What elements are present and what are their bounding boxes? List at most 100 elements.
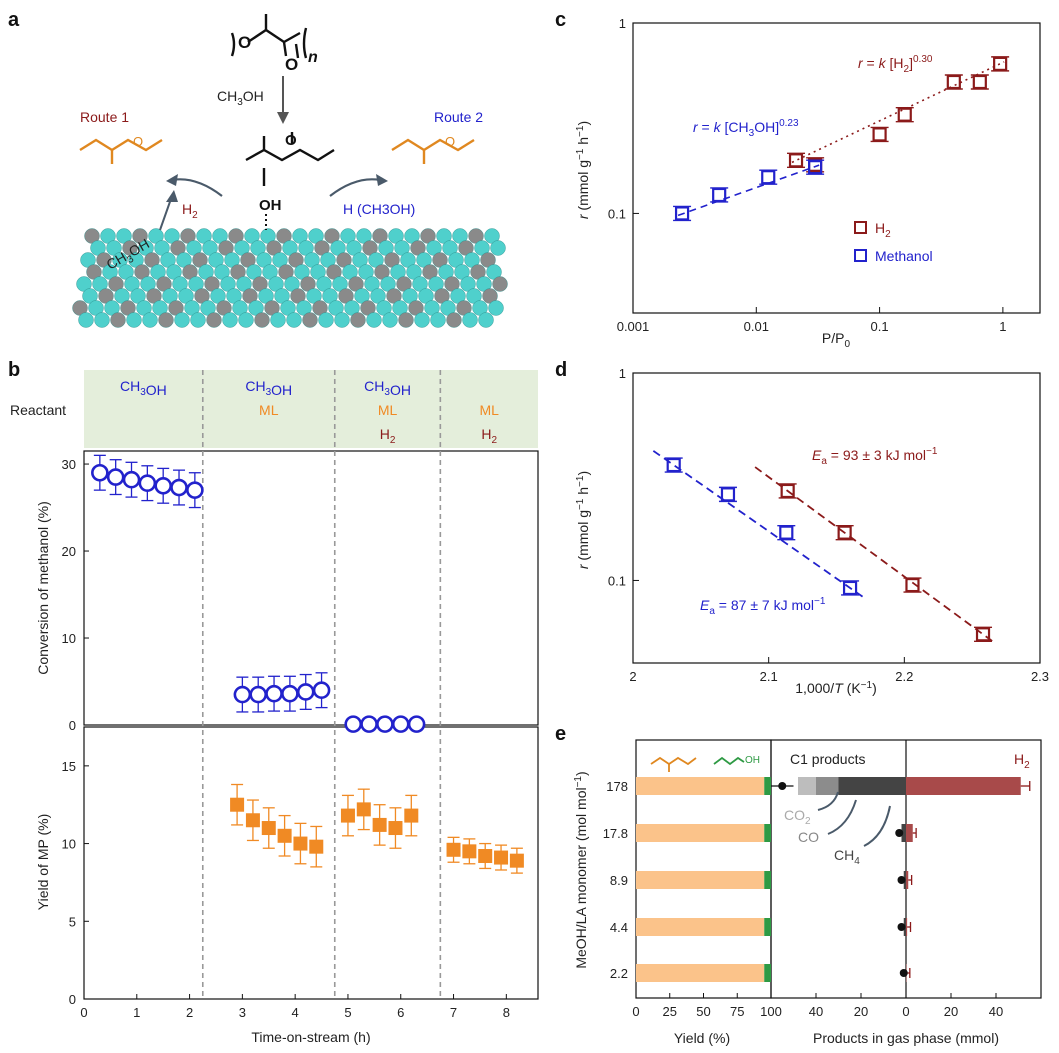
fit-line-h2 [754, 466, 994, 643]
x-tick-label: 75 [730, 1004, 744, 1019]
point-methanol [808, 160, 823, 175]
y-tick-label: 15 [62, 759, 76, 774]
reactant-segment-labels: CH3OH CH3OH ML CH3OH ML H2 ML H2 [120, 378, 499, 446]
c1-total-point [899, 969, 908, 977]
x-tick-label: 3 [239, 1005, 246, 1020]
yield-point [277, 828, 292, 843]
panel-c-plot: 0.001 0.01 0.1 1 0.1 1 [608, 16, 1010, 334]
conversion-axes-frame [83, 450, 539, 726]
point-methanol [761, 170, 776, 185]
methanol-fit-label: r = k [CH3OH]0.23 [693, 118, 799, 139]
conversion-point [407, 715, 426, 733]
point-methanol [842, 580, 858, 596]
route2-h-label: H (CH3OH) [343, 201, 415, 217]
methanolysis-arrowhead [277, 112, 289, 124]
point-h2 [872, 127, 887, 142]
methanol-reagent-label: CH3OH [217, 88, 264, 108]
reactant-header-band [84, 370, 538, 448]
point-h2 [946, 74, 961, 90]
conversion-point [376, 715, 394, 733]
panel-label-b: b [8, 359, 20, 381]
surface-atom [158, 312, 174, 328]
yield-point [509, 853, 524, 868]
x-tick-label: 20 [944, 1004, 958, 1019]
category-label: 4.4 [610, 920, 628, 935]
x-tick-label: 25 [663, 1004, 677, 1019]
conversion-point [312, 681, 331, 700]
x-tick-label: 50 [696, 1004, 710, 1019]
conversion-point [391, 715, 410, 733]
h2-fit-label: r = k [H2]0.30 [858, 54, 933, 75]
yield-point [309, 839, 324, 854]
yield-point [245, 813, 260, 828]
c1-products-label: C1 products [790, 751, 865, 767]
panel-d-y-label: r (mmol g−1 h−1) [575, 471, 591, 569]
x-tick-label: 100 [760, 1004, 782, 1019]
x-tick-label: 2.2 [895, 669, 913, 684]
x-tick-label: 6 [397, 1005, 404, 1020]
point-methanol [720, 487, 736, 502]
surface-atom [446, 312, 462, 328]
conversion-point [122, 470, 141, 489]
panel-c-axes-frame [632, 22, 1041, 314]
h2-products-label: H2 [1014, 751, 1030, 771]
panel-c-partial-pressure: 0.001 0.01 0.1 10.11 r (mmol g−1 h−1) P/P0 … [575, 16, 1041, 350]
x-tick-label: 1 [133, 1005, 140, 1020]
yield-point [494, 850, 509, 865]
ml-carbonyl-o: O [285, 132, 297, 149]
surface-atom [414, 312, 430, 328]
x-tick-label: 2.3 [1031, 669, 1049, 684]
point-h2 [837, 525, 852, 540]
panel-d-arrhenius: 2 2.1 2.2 2.3 0.1 1 r (mmol g−1 h−1) 1,000/T … [575, 366, 1049, 696]
propanol-yield-bar [764, 918, 771, 936]
point-h2 [788, 153, 804, 168]
c1-bar-ch4 [838, 777, 906, 795]
ch4-pointer-arrow [863, 805, 891, 847]
gas-x-label-e: Products in gas phase (mmol) [813, 1030, 999, 1046]
category-label: 178 [606, 779, 628, 794]
route1-h2-label: H2 [182, 201, 198, 221]
y-tick-label: 5 [69, 914, 76, 929]
propanol-yield-bar [764, 964, 771, 982]
yield-point [261, 821, 276, 836]
legend-methanol-label: Methanol [875, 248, 933, 264]
x-tick-label: 40 [809, 1004, 823, 1019]
h2-bar [906, 918, 908, 936]
conversion-y-label: Conversion of methanol (%) [35, 501, 51, 675]
panel-c-x-label: P/P0 [822, 330, 851, 350]
conversion-point [106, 468, 125, 486]
y-tick-label: 10 [62, 631, 76, 646]
reactant-header-label: Reactant [10, 402, 66, 418]
surface-atom [488, 300, 504, 316]
time-x-label: Time-on-stream (h) [251, 1029, 370, 1045]
methyl-propionate-left [79, 138, 163, 164]
category-label: 17.8 [603, 826, 628, 841]
legend-h2-label: H2 [875, 220, 891, 240]
co2-label: CO2 [784, 807, 811, 827]
reactant-h2: H2 [481, 426, 497, 446]
conversion-plot: 0 10 20 30 [62, 454, 426, 733]
surface-methanol-arrowhead [166, 190, 178, 202]
surface-atom [430, 312, 446, 328]
conversion-point [91, 463, 109, 482]
h2-ea-label: Ea = 93 ± 3 kJ mol−1 [812, 446, 938, 467]
propanol-oh-label: OH [745, 755, 760, 766]
surface-atom [110, 312, 126, 328]
conversion-point [296, 683, 315, 701]
surface-atom [382, 312, 398, 328]
mp-yield-bar [636, 824, 765, 842]
reactant-ml: ML [378, 402, 398, 418]
x-tick-label: 8 [503, 1005, 510, 1020]
panel-d-x-label: 1,000/T (K−1) [795, 680, 876, 696]
yield-point [478, 849, 493, 864]
surface-atom [126, 312, 142, 328]
y-tick-label: 10 [62, 837, 76, 852]
mp-yield-bar [636, 777, 765, 795]
surface-atom [478, 312, 494, 328]
x-tick-label: 0 [632, 1004, 639, 1019]
fit-line-methanol [652, 450, 865, 599]
x-tick-label: 4 [292, 1005, 299, 1020]
reactant-ml: ML [259, 402, 279, 418]
c1-bar-ch4 [901, 824, 906, 842]
c1-total-point [897, 923, 906, 931]
